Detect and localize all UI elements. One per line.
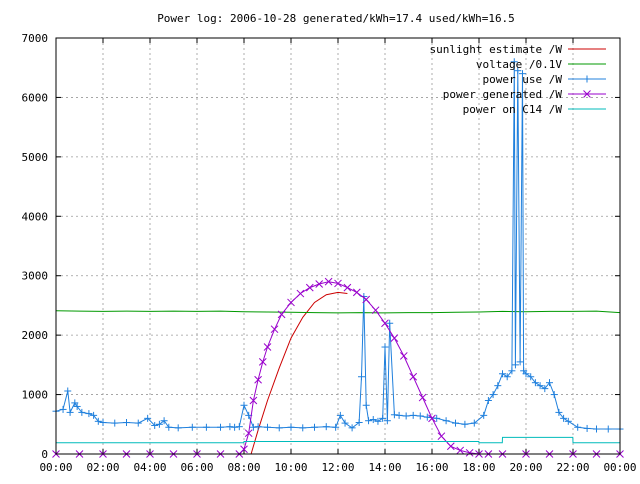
axis-ticks: 00:00 02:00 04:00 06:00 08:00 10:00 12:00 14:00…: [22, 32, 637, 474]
legend-label: power use /W: [483, 73, 563, 86]
series-sunlight-estimate-w: [250, 291, 348, 455]
legend-label: power generated /W: [443, 88, 563, 101]
x-tick-label: 10:00: [274, 461, 307, 474]
data-point: [315, 280, 324, 288]
data-point: [244, 429, 253, 438]
y-tick-label: 6000: [22, 91, 49, 104]
series-line: [250, 291, 348, 455]
data-point: [352, 288, 361, 297]
series-power-on-c14-w: [56, 436, 620, 444]
data-point: [277, 310, 286, 319]
series-power-generated-w: [52, 277, 624, 458]
x-tick-label: 22:00: [556, 461, 589, 474]
x-tick-label: 00:00: [39, 461, 72, 474]
data-point: [428, 414, 436, 423]
y-tick-label: 3000: [22, 270, 49, 283]
data-point: [334, 279, 342, 288]
x-tick-label: 16:00: [415, 461, 448, 474]
data-point: [456, 446, 465, 455]
grid: [56, 38, 620, 454]
chart-title: Power log: 2006-10-28 generated/kWh=17.4…: [157, 12, 515, 25]
data-point: [270, 325, 279, 334]
data-point: [583, 90, 591, 98]
data-point: [381, 319, 389, 328]
data-point: [362, 295, 371, 304]
data-point: [263, 343, 272, 351]
y-tick-label: 7000: [22, 32, 49, 45]
series-power-use-w: [52, 58, 624, 433]
series-voltage-0-1v: [55, 310, 621, 314]
x-tick-label: 00:00: [603, 461, 636, 474]
y-tick-label: 2000: [22, 329, 49, 342]
x-tick-label: 14:00: [368, 461, 401, 474]
legend-label: sunlight estimate /W: [430, 43, 563, 56]
x-tick-label: 02:00: [86, 461, 119, 474]
data-point: [465, 448, 474, 457]
data-point: [254, 375, 262, 384]
x-tick-label: 08:00: [227, 461, 260, 474]
legend-label: voltage /0.1V: [476, 58, 562, 71]
data-point: [287, 298, 295, 307]
x-tick-label: 12:00: [321, 461, 354, 474]
data-point: [324, 277, 333, 286]
data-point: [437, 432, 446, 441]
data-point: [305, 283, 314, 292]
y-tick-label: 4000: [22, 210, 49, 223]
data-point: [399, 352, 408, 360]
series-line: [56, 436, 620, 444]
y-tick-label: 5000: [22, 151, 49, 164]
legend-label: power on C14 /W: [463, 103, 563, 116]
data-point: [446, 442, 455, 451]
y-tick-label: 1000: [22, 389, 49, 402]
data-point: [249, 396, 258, 405]
series-line: [55, 310, 621, 314]
data-point: [371, 306, 380, 315]
x-tick-label: 18:00: [462, 461, 495, 474]
data-point: [418, 393, 427, 402]
data-point: [258, 358, 267, 366]
data-point: [390, 334, 399, 342]
legend: sunlight estimate /W voltage /0.1V power u…: [430, 43, 606, 116]
data-point: [409, 372, 418, 381]
data-point: [296, 289, 305, 298]
plot-frame: [55, 37, 621, 455]
data-point: [343, 283, 352, 292]
x-tick-label: 06:00: [180, 461, 213, 474]
y-tick-label: 0: [41, 448, 48, 461]
data-point: [240, 445, 248, 454]
x-tick-label: 20:00: [509, 461, 542, 474]
x-tick-label: 04:00: [133, 461, 166, 474]
